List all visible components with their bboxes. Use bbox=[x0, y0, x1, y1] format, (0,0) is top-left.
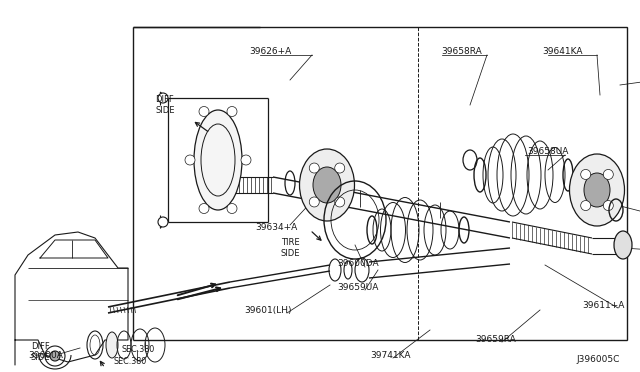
Circle shape bbox=[335, 197, 345, 207]
Ellipse shape bbox=[300, 149, 355, 221]
Text: 39601(LH): 39601(LH) bbox=[244, 305, 292, 314]
Text: 39641KA: 39641KA bbox=[543, 46, 583, 55]
Text: 39600DA: 39600DA bbox=[337, 259, 379, 267]
Ellipse shape bbox=[313, 167, 341, 203]
Circle shape bbox=[199, 203, 209, 214]
Text: 39658UA: 39658UA bbox=[527, 148, 568, 157]
Text: SEC.380: SEC.380 bbox=[121, 344, 154, 353]
Ellipse shape bbox=[194, 110, 242, 210]
Circle shape bbox=[241, 155, 251, 165]
Circle shape bbox=[604, 201, 613, 211]
Circle shape bbox=[335, 163, 345, 173]
Text: 39658RA: 39658RA bbox=[442, 46, 483, 55]
Ellipse shape bbox=[584, 173, 610, 207]
Text: J396005C: J396005C bbox=[577, 356, 620, 365]
Text: 39600A: 39600A bbox=[28, 352, 63, 360]
Text: SEC.380: SEC.380 bbox=[113, 357, 147, 366]
Circle shape bbox=[580, 201, 591, 211]
Text: 39611+A: 39611+A bbox=[582, 301, 625, 310]
Text: 39634+A: 39634+A bbox=[255, 224, 297, 232]
Text: 39626+A: 39626+A bbox=[249, 46, 291, 55]
Text: 39659UA: 39659UA bbox=[337, 282, 378, 292]
Ellipse shape bbox=[614, 231, 632, 259]
Circle shape bbox=[604, 169, 613, 179]
Text: DIFF
SIDE: DIFF SIDE bbox=[156, 95, 175, 115]
Circle shape bbox=[199, 106, 209, 116]
Text: DIFF
SIDE: DIFF SIDE bbox=[30, 342, 50, 362]
Circle shape bbox=[227, 203, 237, 214]
Text: 39741KA: 39741KA bbox=[370, 350, 410, 359]
Text: 39659RA: 39659RA bbox=[475, 334, 516, 343]
Text: TIRE
SIDE: TIRE SIDE bbox=[280, 238, 300, 258]
Circle shape bbox=[185, 155, 195, 165]
Ellipse shape bbox=[106, 332, 118, 358]
Circle shape bbox=[158, 93, 168, 103]
Circle shape bbox=[50, 351, 60, 361]
Circle shape bbox=[580, 169, 591, 179]
Circle shape bbox=[158, 217, 168, 227]
Ellipse shape bbox=[570, 154, 625, 226]
Circle shape bbox=[227, 106, 237, 116]
Circle shape bbox=[309, 197, 319, 207]
Circle shape bbox=[309, 163, 319, 173]
